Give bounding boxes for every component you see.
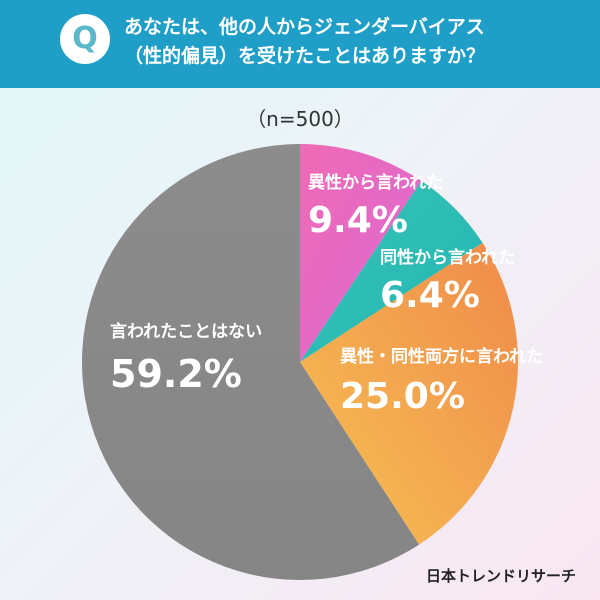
slice-same-sex-label: 同性から言われた	[380, 247, 515, 268]
question-line-2: （性的偏見）を受けたことはありますか？	[124, 45, 486, 67]
q-letter: Q	[72, 21, 98, 56]
slice-both-label: 異性・同性両方に言われた	[340, 346, 543, 367]
slice-both	[300, 242, 518, 545]
slice-hetero	[300, 144, 422, 362]
slice-hetero-value: 9.4%	[308, 200, 408, 241]
q-badge-icon: Q	[60, 14, 110, 64]
slice-never-label: 言われたことはない	[110, 321, 262, 342]
slice-same-sex-value: 6.4%	[380, 275, 480, 316]
question-line-1: あなたは、他の人からジェンダーバイアス	[124, 16, 485, 38]
slice-never-value: 59.2%	[110, 352, 242, 396]
slice-hetero-label: 異性から言われた	[308, 172, 443, 193]
brand-logo: 日本トレンドリサーチ	[425, 567, 576, 585]
slice-never	[81, 144, 420, 580]
question-header: Q あなたは、他の人からジェンダーバイアス （性的偏見）を受けたことはありますか…	[0, 0, 600, 88]
slice-both-value: 25.0%	[340, 376, 465, 417]
pie-slices	[81, 144, 518, 580]
slice-same-sex	[300, 180, 483, 362]
pie-labels: 異性から言われた 9.4% 同性から言われた 6.4% 異性・同性両方に言われた 25.0…	[110, 172, 543, 417]
question-text: あなたは、他の人からジェンダーバイアス （性的偏見）を受けたことはありますか？	[124, 13, 584, 71]
sample-size-label: （n=500）	[246, 107, 354, 131]
